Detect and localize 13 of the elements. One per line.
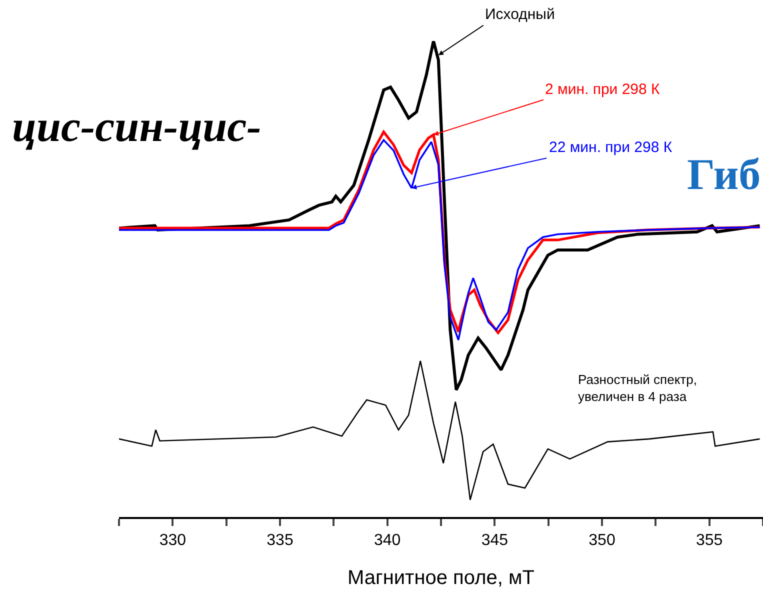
x-tick-label: 345: [481, 532, 508, 549]
x-tick-label: 355: [696, 532, 723, 549]
x-tick-label: 350: [588, 532, 616, 549]
annotation: Исходный: [485, 6, 555, 23]
x-tick-label: 340: [374, 532, 401, 549]
x-tick-label: 335: [266, 532, 294, 549]
annotation: цис-син-цис-: [12, 102, 262, 151]
annotation: 2 мин. при 298 К: [545, 81, 660, 98]
annotation: 22 мин. при 298 К: [549, 139, 672, 156]
x-axis-title: Магнитное поле, мТ: [348, 566, 534, 589]
annotation: Гиб: [687, 150, 761, 199]
x-tick-label: 330: [159, 532, 186, 549]
annotation: Разностный спектр, увеличен в 4 раза: [578, 372, 697, 404]
